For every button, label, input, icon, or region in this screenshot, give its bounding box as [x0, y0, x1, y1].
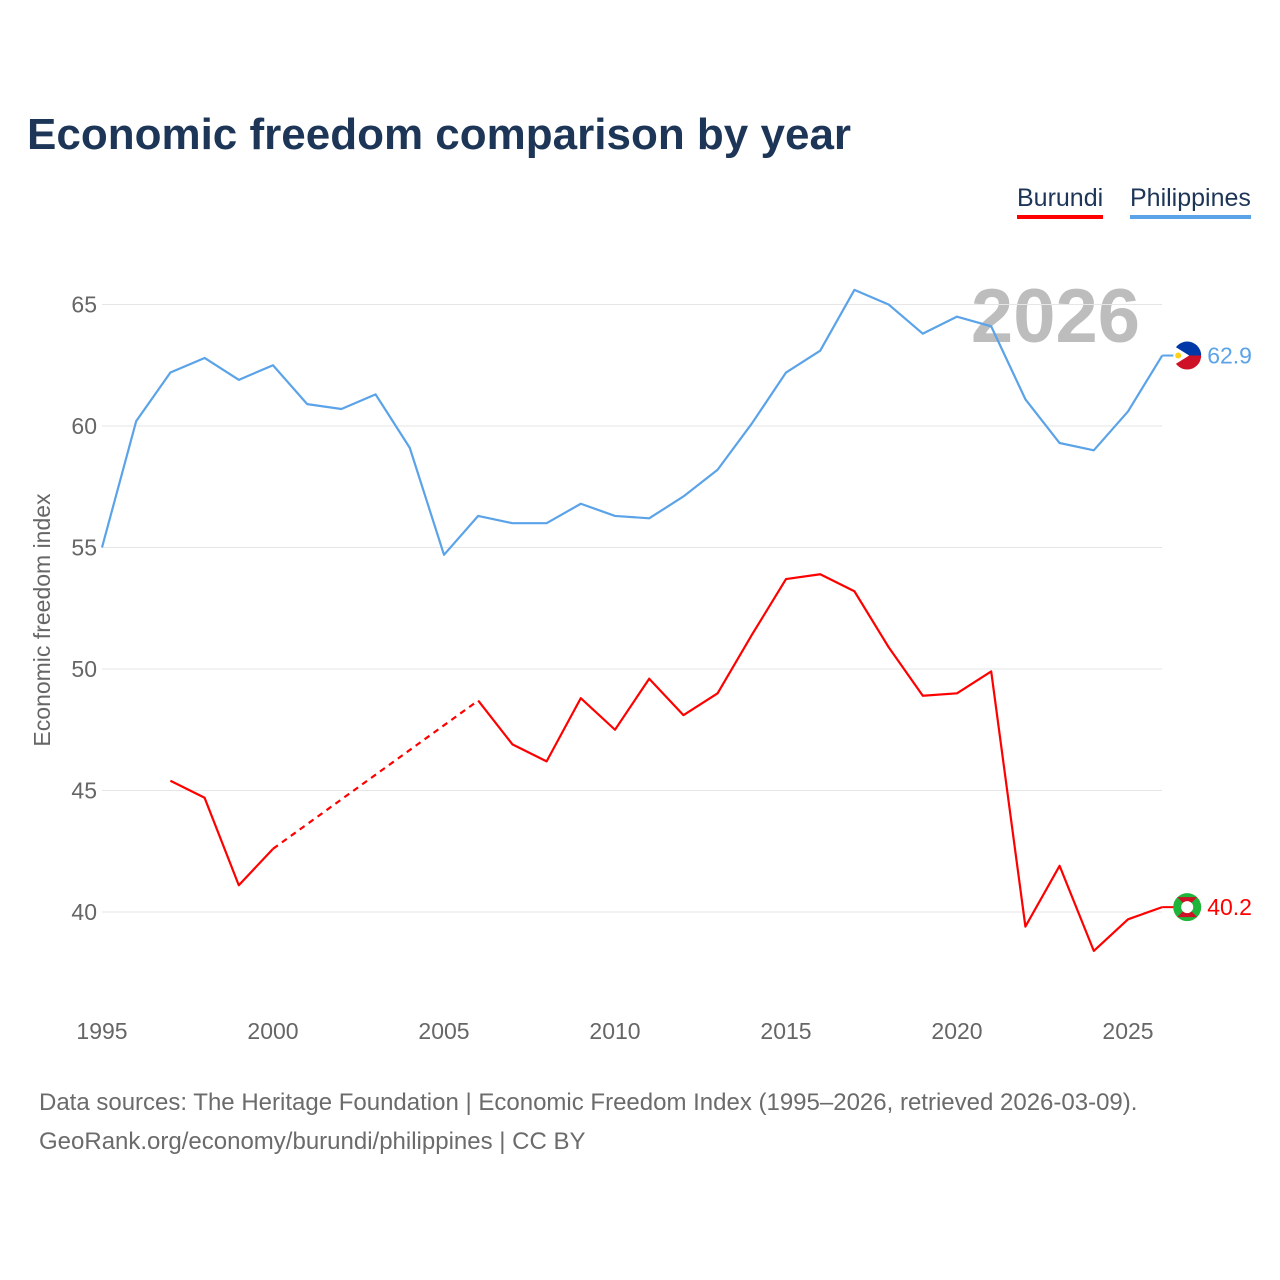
y-tick-label: 60	[71, 413, 97, 439]
x-tick-label: 2025	[1102, 1018, 1153, 1044]
y-axis-label: Economic freedom index	[29, 493, 55, 747]
burundi-end-value-label: 40.2	[1207, 894, 1252, 920]
y-tick-label: 45	[71, 778, 97, 804]
burundi-flag-icon	[1181, 901, 1194, 914]
x-tick-label: 2010	[589, 1018, 640, 1044]
philippines-flag-sun-icon	[1175, 352, 1182, 359]
legend-philippines[interactable]: Philippines	[1130, 184, 1251, 219]
philippines-line	[100, 288, 1164, 556]
x-tick-label: 2015	[760, 1018, 811, 1044]
x-tick-label: 1995	[76, 1018, 127, 1044]
footer-link[interactable]: GeoRank.org/economy/burundi/philippines …	[39, 1128, 586, 1155]
burundi-line	[477, 573, 1163, 952]
y-tick-label: 40	[71, 899, 97, 925]
y-tick-label: 65	[71, 292, 97, 318]
footer-sources: Data sources: The Heritage Foundation | …	[39, 1089, 1138, 1116]
burundi-gap-line	[272, 699, 479, 850]
philippines-end-value-label: 62.9	[1207, 343, 1252, 369]
y-tick-label: 50	[71, 656, 97, 682]
x-tick-label: 2000	[247, 1018, 298, 1044]
x-tick-label: 2005	[418, 1018, 469, 1044]
year-watermark: 2026	[971, 274, 1140, 359]
legend-burundi[interactable]: Burundi	[1017, 184, 1104, 219]
x-tick-label: 2020	[931, 1018, 982, 1044]
burundi-line	[169, 779, 274, 887]
chart-title: Economic freedom comparison by year	[27, 110, 852, 159]
y-tick-label: 55	[71, 535, 97, 561]
